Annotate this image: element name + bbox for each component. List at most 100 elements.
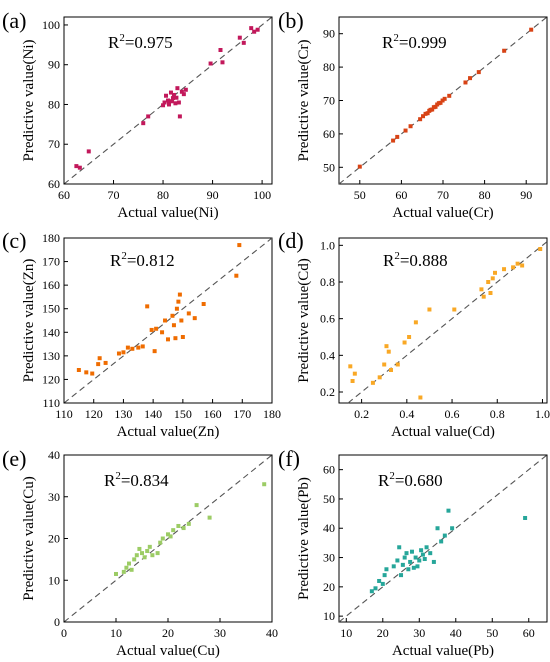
data-point [160, 330, 165, 335]
data-point [502, 267, 507, 272]
data-point [442, 96, 447, 101]
data-point [173, 101, 178, 106]
r-squared-annotation: R2=0.680 [378, 470, 443, 490]
y-tick-label: 60 [323, 463, 335, 477]
x-tick-label: 50 [354, 188, 366, 202]
data-point [220, 60, 225, 65]
data-point [452, 307, 457, 312]
data-point [173, 336, 178, 341]
data-point [96, 362, 101, 367]
x-tick-label: 10 [340, 626, 352, 640]
data-point [166, 98, 170, 103]
data-point [418, 117, 423, 122]
x-tick-label: 0.4 [399, 407, 414, 421]
panel-label: (a) [2, 8, 26, 33]
data-point [142, 555, 147, 560]
y-tick-label: 70 [48, 137, 60, 151]
data-point [166, 532, 170, 537]
x-tick-label: 80 [157, 188, 169, 202]
data-point [395, 134, 400, 139]
data-point [468, 76, 473, 81]
data-point [439, 539, 444, 544]
data-point [255, 27, 260, 32]
data-point [515, 261, 520, 266]
x-tick-label: 110 [55, 407, 73, 421]
x-tick-label: 0.2 [354, 407, 369, 421]
r-squared-annotation: R2=0.999 [382, 32, 447, 52]
r-squared-annotation: R2=0.812 [110, 250, 175, 270]
data-point [402, 340, 407, 345]
x-tick-label: 120 [85, 407, 103, 421]
data-point [403, 128, 408, 133]
x-tick-label: 30 [214, 626, 226, 640]
x-tick-label: 90 [520, 188, 532, 202]
chart-panel: 0 10 20 30 40 0 10 20 30 40 Actual value(Cu) Predic… [2, 446, 278, 659]
data-point [382, 573, 387, 578]
data-point [423, 111, 428, 116]
data-point [252, 29, 257, 34]
x-tick-label: 100 [253, 188, 271, 202]
data-point [129, 567, 134, 572]
x-tick-label: 30 [413, 626, 425, 640]
data-point [152, 349, 157, 354]
data-point [352, 371, 357, 376]
y-tick-label: 40 [48, 448, 60, 462]
y-tick-label: 170 [42, 255, 60, 269]
data-point [450, 526, 455, 531]
y-tick-label: 100 [42, 18, 60, 32]
y-axis-label: Predictive value(Zn) [21, 259, 37, 383]
x-tick-label: 90 [207, 188, 219, 202]
data-point [176, 299, 181, 304]
y-tick-label: 80 [323, 60, 335, 74]
data-point [181, 526, 186, 531]
data-point [97, 356, 102, 361]
y-tick-label: 0.6 [320, 312, 335, 326]
data-point [479, 287, 484, 292]
data-point [121, 350, 126, 355]
data-point [446, 508, 451, 513]
data-point [538, 247, 543, 251]
data-point [377, 578, 382, 583]
data-point [174, 95, 179, 100]
data-point [400, 562, 405, 567]
y-tick-label: 60 [323, 127, 335, 141]
data-point [160, 536, 165, 541]
data-point [488, 291, 493, 295]
y-tick-label: 120 [42, 372, 60, 386]
data-point [77, 165, 82, 170]
y-tick-label: 80 [48, 97, 60, 111]
data-point [428, 551, 433, 556]
data-point [124, 565, 129, 570]
y-tick-label: 0.8 [320, 275, 335, 289]
data-point [237, 243, 242, 248]
data-point [418, 395, 423, 400]
x-tick-label: 160 [204, 407, 222, 421]
data-point [127, 561, 131, 566]
data-point [476, 70, 481, 75]
data-point [180, 335, 185, 339]
data-point [369, 589, 374, 594]
data-point [103, 360, 108, 365]
data-point [192, 316, 197, 321]
y-tick-label: 10 [323, 609, 335, 623]
data-point [481, 294, 486, 299]
data-point [433, 104, 438, 109]
data-point [168, 90, 173, 95]
data-point [84, 370, 89, 375]
data-point [407, 335, 412, 339]
chart-panel: 50 60 70 80 90 50 60 70 80 90 Actual value(Cr) Pred… [278, 8, 548, 221]
data-point [404, 551, 409, 556]
data-point [194, 503, 199, 508]
data-point [382, 362, 387, 367]
data-point [74, 164, 79, 169]
panel-label: (b) [278, 8, 304, 33]
data-point [208, 61, 213, 66]
data-point [137, 546, 142, 551]
y-tick-label: 110 [42, 396, 60, 410]
data-point [164, 93, 169, 98]
data-point [140, 551, 144, 556]
x-tick-label: 130 [114, 407, 132, 421]
panel-label: (f) [278, 446, 300, 471]
data-point [391, 138, 396, 143]
